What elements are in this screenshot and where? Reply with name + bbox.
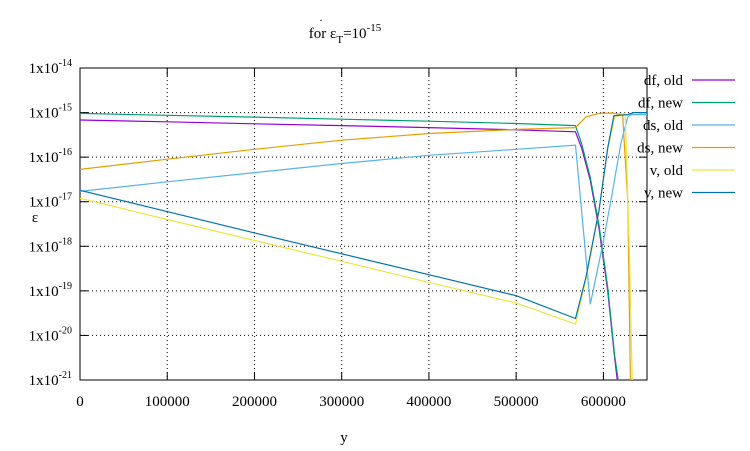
- y-tick-mantissa: 1x10: [29, 61, 59, 77]
- y-tick-exponent: -14: [59, 58, 72, 69]
- chart-title-prefix: for: [309, 26, 330, 42]
- y-tick-exponent: -17: [59, 192, 72, 203]
- x-tick-label: 400000: [406, 394, 451, 410]
- y-tick-mantissa: 1x10: [29, 239, 59, 255]
- y-tick-exponent: -20: [59, 325, 72, 336]
- y-tick-label: 1x10-18: [29, 236, 72, 255]
- y-tick-mantissa: 1x10: [29, 150, 59, 166]
- series-line-v-old: [79, 112, 633, 381]
- series-line-v-new: [79, 111, 647, 320]
- y-axis: 1x10-211x10-201x10-191x10-181x10-171x10-…: [29, 58, 647, 389]
- x-axis: 0 100000 200000 300000 400000 500000 600000: [76, 68, 626, 410]
- y-tick-mantissa: 1x10: [29, 106, 59, 122]
- x-tick-label: 100000: [145, 394, 190, 410]
- y-tick-exponent: -19: [59, 281, 72, 292]
- chart-title: for εT=10-15: [309, 22, 382, 46]
- y-tick-label: 1x10-20: [29, 325, 72, 344]
- legend-label: v, new: [644, 186, 683, 202]
- y-tick-label: 1x10-15: [29, 103, 72, 122]
- legend-label: ds, old: [643, 118, 684, 134]
- x-tick-label: 600000: [581, 394, 626, 410]
- series-line-ds-new: [79, 112, 631, 381]
- series-line-df-old: [79, 119, 618, 381]
- grid-lines: [80, 68, 647, 380]
- y-tick-label: 1x10-21: [29, 370, 72, 389]
- chart-title-dot: ·: [319, 13, 323, 27]
- y-axis-label-dot: ·: [33, 199, 37, 213]
- chart-title-exponent: -15: [367, 22, 382, 34]
- chart-title-symbol: ε: [330, 26, 336, 42]
- y-tick-label: 1x10-17: [29, 192, 72, 211]
- y-tick-label: 1x10-19: [29, 281, 72, 300]
- y-tick-exponent: -21: [59, 370, 72, 381]
- x-tick-label: 300000: [319, 394, 364, 410]
- legend-label: df, old: [644, 73, 684, 89]
- chart-title-subscript: T: [336, 34, 343, 46]
- x-axis-label: y: [340, 430, 348, 446]
- y-axis-label: ε: [32, 210, 38, 226]
- y-tick-mantissa: 1x10: [29, 195, 59, 211]
- y-tick-mantissa: 1x10: [29, 373, 59, 389]
- legend-label: ds, new: [637, 141, 683, 157]
- y-tick-label: 1x10-16: [29, 147, 72, 166]
- series-line-df-new: [79, 112, 619, 381]
- chart-title-equals: =10: [343, 26, 366, 42]
- y-tick-exponent: -15: [59, 103, 72, 114]
- y-tick-exponent: -18: [59, 236, 72, 247]
- y-tick-label: 1x10-14: [29, 58, 72, 77]
- x-tick-label: 0: [76, 394, 84, 410]
- series-lines: [79, 111, 647, 381]
- legend: df, old df, new ds, old ds, new v, old v, new: [637, 73, 735, 202]
- plot-border: [79, 67, 648, 381]
- y-tick-exponent: -16: [59, 147, 72, 158]
- legend-label: df, new: [638, 96, 683, 112]
- y-tick-mantissa: 1x10: [29, 284, 59, 300]
- x-tick-label: 500000: [494, 394, 539, 410]
- legend-label: v, old: [650, 163, 684, 179]
- x-tick-label: 200000: [232, 394, 277, 410]
- series-line-ds-old: [79, 113, 647, 305]
- y-tick-mantissa: 1x10: [29, 328, 59, 344]
